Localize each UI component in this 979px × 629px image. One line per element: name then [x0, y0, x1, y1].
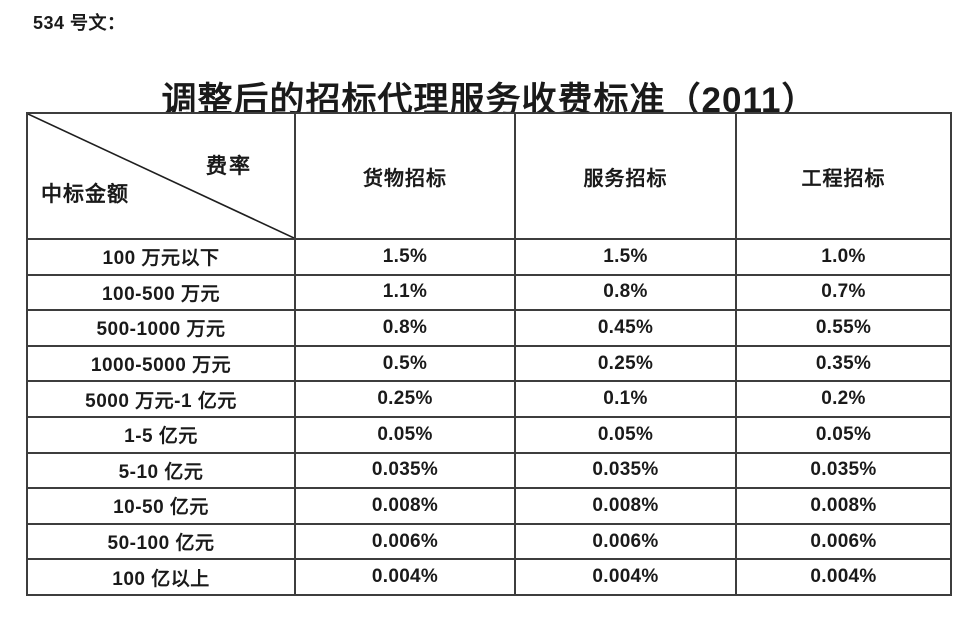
table-row: 10-50 亿元 0.008% 0.008% 0.008% [26, 487, 952, 525]
rate-value-cell: 0.7% [735, 273, 952, 312]
rate-value-cell: 0.006% [294, 522, 516, 561]
column-header-goods: 货物招标 [294, 112, 516, 240]
diagonal-divider-line [28, 114, 294, 238]
rate-value-cell: 0.004% [514, 558, 737, 596]
rate-value-cell: 0.8% [514, 273, 737, 312]
rate-value-cell: 0.004% [294, 558, 516, 596]
table-body: 100 万元以下 1.5% 1.5% 1.0% 100-500 万元 1.1% 0.8% 0.… [26, 238, 952, 596]
row-label-amount-tier: 100 万元以下 [26, 238, 296, 276]
rate-value-cell: 0.035% [294, 451, 516, 490]
rate-value-cell: 0.006% [735, 522, 952, 561]
row-label-amount-tier: 500-1000 万元 [26, 309, 296, 347]
rate-value-cell: 0.05% [735, 415, 952, 454]
rate-value-cell: 0.008% [294, 487, 516, 525]
table-row: 100 亿以上 0.004% 0.004% 0.004% [26, 558, 952, 596]
rate-value-cell: 1.5% [514, 238, 737, 276]
row-label-amount-tier: 1000-5000 万元 [26, 344, 296, 383]
row-label-amount-tier: 5000 万元-1 亿元 [26, 380, 296, 418]
rate-value-cell: 0.45% [514, 309, 737, 347]
row-label-amount-tier: 100-500 万元 [26, 273, 296, 312]
rate-value-cell: 0.1% [514, 380, 737, 418]
corner-label-bid-amount: 中标金额 [41, 183, 129, 206]
table-row: 1-5 亿元 0.05% 0.05% 0.05% [26, 415, 952, 454]
rate-value-cell: 0.004% [735, 558, 952, 596]
corner-header-cell: 费率 中标金额 [26, 112, 296, 240]
rate-value-cell: 0.05% [514, 415, 737, 454]
row-label-amount-tier: 50-100 亿元 [26, 522, 296, 561]
rate-value-cell: 0.2% [735, 380, 952, 418]
rate-value-cell: 1.1% [294, 273, 516, 312]
rate-value-cell: 0.25% [294, 380, 516, 418]
table-row: 100 万元以下 1.5% 1.5% 1.0% [26, 238, 952, 276]
table-row: 50-100 亿元 0.006% 0.006% 0.006% [26, 522, 952, 561]
corner-label-rate: 费率 [206, 155, 252, 178]
rate-value-cell: 0.55% [735, 309, 952, 347]
fee-rate-table: 费率 中标金额 货物招标 服务招标 工程招标 100 万元以下 1.5% 1.5% 1… [26, 112, 952, 596]
table-row: 5-10 亿元 0.035% 0.035% 0.035% [26, 451, 952, 490]
rate-value-cell: 1.5% [294, 238, 516, 276]
rate-value-cell: 0.5% [294, 344, 516, 383]
doc-number-label: 534 号文： [33, 13, 126, 33]
row-label-amount-tier: 1-5 亿元 [26, 415, 296, 454]
rate-value-cell: 0.035% [735, 451, 952, 490]
row-label-amount-tier: 10-50 亿元 [26, 487, 296, 525]
column-header-engineering: 工程招标 [735, 112, 952, 240]
table-row: 100-500 万元 1.1% 0.8% 0.7% [26, 273, 952, 312]
table-row: 5000 万元-1 亿元 0.25% 0.1% 0.2% [26, 380, 952, 418]
table-row: 1000-5000 万元 0.5% 0.25% 0.35% [26, 344, 952, 383]
rate-value-cell: 0.35% [735, 344, 952, 383]
row-label-amount-tier: 5-10 亿元 [26, 451, 296, 490]
rate-value-cell: 0.006% [514, 522, 737, 561]
rate-value-cell: 0.008% [514, 487, 737, 525]
rate-value-cell: 0.8% [294, 309, 516, 347]
rate-value-cell: 1.0% [735, 238, 952, 276]
row-label-amount-tier: 100 亿以上 [26, 558, 296, 596]
rate-value-cell: 0.035% [514, 451, 737, 490]
rate-value-cell: 0.008% [735, 487, 952, 525]
rate-value-cell: 0.25% [514, 344, 737, 383]
table-header-row: 费率 中标金额 货物招标 服务招标 工程招标 [26, 112, 952, 240]
table-row: 500-1000 万元 0.8% 0.45% 0.55% [26, 309, 952, 347]
rate-value-cell: 0.05% [294, 415, 516, 454]
column-header-services: 服务招标 [514, 112, 737, 240]
